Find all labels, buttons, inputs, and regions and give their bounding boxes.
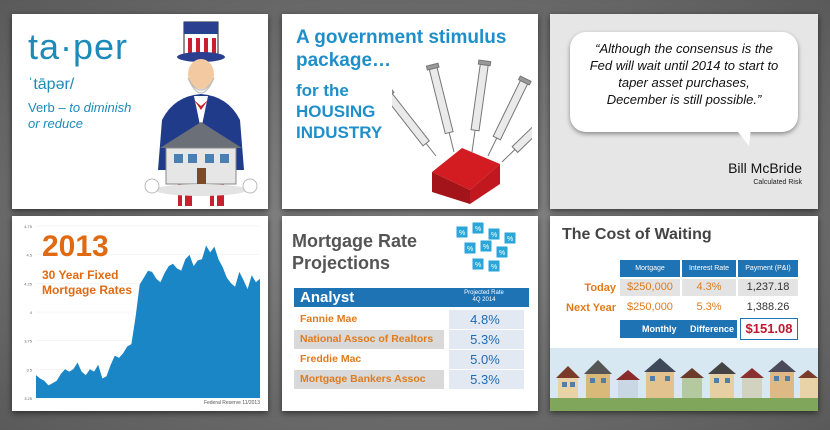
header-mortgage: Mortgage	[620, 260, 680, 277]
analyst-name: National Assoc of Realtors	[300, 333, 434, 345]
rate-area-series	[36, 245, 260, 398]
quote-line-3: taper asset purchases,	[618, 75, 750, 90]
next-year-rate: 5.3%	[682, 299, 736, 316]
projections-title: Mortgage Rate Projections	[292, 230, 417, 274]
stimulus-subtitle: for the HOUSING INDUSTRY	[296, 80, 406, 143]
cost-of-waiting-slide: The Cost of Waiting Mortgage Interest Ra…	[550, 216, 818, 411]
projections-title-line1: Mortgage Rate	[292, 231, 418, 251]
diff-label-2: Difference	[690, 324, 735, 334]
svg-text:%: %	[491, 264, 497, 271]
stimulus-title: A government stimulus package…	[296, 26, 526, 72]
chart-title: 30 Year Fixed Mortgage Rates	[42, 268, 132, 298]
header-payment: Payment (P&I)	[738, 260, 798, 277]
quote-text: “Although the consensus is the Fed will …	[576, 40, 792, 108]
y-tick-label: 4	[30, 310, 33, 315]
definition-pos: Verb	[28, 100, 55, 115]
svg-text:%: %	[475, 262, 481, 269]
y-tick-label: 4.75	[24, 224, 33, 229]
table-row: National Assoc of Realtors 5.3%	[294, 330, 529, 349]
quote-line-2: Fed will wait until 2014 to start to	[589, 58, 779, 73]
quote-author: Bill McBride	[728, 160, 802, 176]
stimulus-title-line2: package…	[296, 50, 392, 71]
quote-line-1: “Although the consensus is the	[595, 41, 773, 56]
header-rate-line1: Projected Rate	[464, 290, 504, 296]
projected-rate: 5.0%	[470, 352, 500, 367]
quote-author-source: Calculated Risk	[753, 179, 802, 186]
stimulus-slide: A government stimulus package… for the H…	[282, 14, 538, 209]
table-row: Freddie Mac 5.0%	[294, 350, 529, 369]
projections-header-row: Analyst Projected Rate 4Q 2014	[294, 288, 529, 307]
chart-year: 2013	[42, 230, 109, 263]
y-tick-label: 3.25	[24, 396, 33, 401]
definition-text-2: or reduce	[28, 116, 83, 131]
next-year-mortgage: $250,000	[620, 299, 680, 316]
svg-text:%: %	[483, 244, 489, 251]
analyst-name: Freddie Mac	[300, 353, 362, 365]
houses-skyline-illustration	[550, 348, 818, 411]
chart-title-line1: 30 Year Fixed	[42, 268, 119, 282]
projections-slide: Mortgage Rate Projections %%% %%% %%% An…	[282, 216, 538, 411]
projected-rate: 4.8%	[470, 312, 500, 327]
projected-rate: 5.3%	[470, 372, 500, 387]
monthly-difference-value: $151.08	[740, 318, 798, 340]
stimulus-title-line1: A government stimulus	[296, 27, 507, 48]
svg-text:%: %	[467, 246, 473, 253]
mortgage-rate-chart: 4.75 4.5 4.25 4 3.75 3.5 3.25	[24, 224, 261, 401]
today-rate: 4.3%	[682, 279, 736, 296]
table-row: Fannie Mae 4.8%	[294, 310, 529, 329]
chart-source: Federal Reserve 11/2013	[203, 400, 260, 406]
svg-text:%: %	[491, 232, 497, 239]
quote-bubble: “Although the consensus is the Fed will …	[570, 32, 798, 132]
svg-text:%: %	[475, 226, 481, 233]
y-tick-label: 4.5	[26, 253, 32, 258]
analyst-name: Mortgage Bankers Assoc	[300, 373, 426, 385]
chart-title-line2: Mortgage Rates	[42, 283, 133, 297]
header-interest-rate: Interest Rate	[682, 260, 736, 277]
projected-rate: 5.3%	[470, 332, 500, 347]
table-row: Mortgage Bankers Assoc 5.3%	[294, 370, 529, 389]
quote-slide: “Although the consensus is the Fed will …	[550, 14, 818, 209]
today-payment: 1,237.18	[738, 279, 798, 296]
cost-title: The Cost of Waiting	[562, 226, 712, 243]
row-label-next-year: Next Year	[566, 302, 616, 314]
next-year-payment: 1,388.26	[738, 299, 798, 316]
percent-cubes-illustration: %%% %%% %%%	[455, 221, 517, 273]
taper-definition: Verb – to diminish or reduce	[28, 100, 131, 132]
monthly-difference-label: Monthly Difference	[620, 320, 737, 338]
y-tick-label: 3.5	[26, 367, 32, 372]
quote-line-4: December is still possible.”	[606, 92, 762, 107]
stimulus-sub-line2: HOUSING	[296, 102, 376, 121]
today-mortgage: $250,000	[620, 279, 680, 296]
stimulus-sub-line1: for the	[296, 81, 349, 100]
svg-text:%: %	[499, 250, 505, 257]
row-label-today: Today	[584, 282, 616, 294]
uncle-sam-house-illustration	[144, 21, 258, 206]
taper-pronunciation: ˈtāpər/	[28, 76, 75, 93]
svg-text:%: %	[507, 236, 513, 243]
svg-text:%: %	[459, 230, 465, 237]
projections-title-line2: Projections	[292, 253, 391, 273]
y-tick-label: 4.25	[24, 281, 33, 286]
mortgage-rates-chart-slide: 4.75 4.5 4.25 4 3.75 3.5 3.25 2013 30 Year Fix…	[12, 216, 268, 411]
diff-label-1: Monthly	[642, 324, 677, 334]
header-rate-line2: 4Q 2014	[472, 297, 496, 303]
header-analyst: Analyst	[300, 289, 355, 306]
definition-text: – to diminish	[54, 100, 132, 115]
taper-definition-slide: ta·per ˈtāpər/ Verb – to diminish or red…	[12, 14, 268, 209]
y-tick-label: 3.75	[24, 339, 33, 344]
taper-word: ta·per	[28, 26, 129, 67]
quote-bubble-tail	[735, 128, 751, 146]
stimulus-sub-line3: INDUSTRY	[296, 123, 383, 142]
analyst-name: Fannie Mae	[300, 313, 358, 325]
syringes-house-illustration	[392, 59, 532, 204]
header-projected-rate: Projected Rate 4Q 2014	[454, 290, 514, 304]
